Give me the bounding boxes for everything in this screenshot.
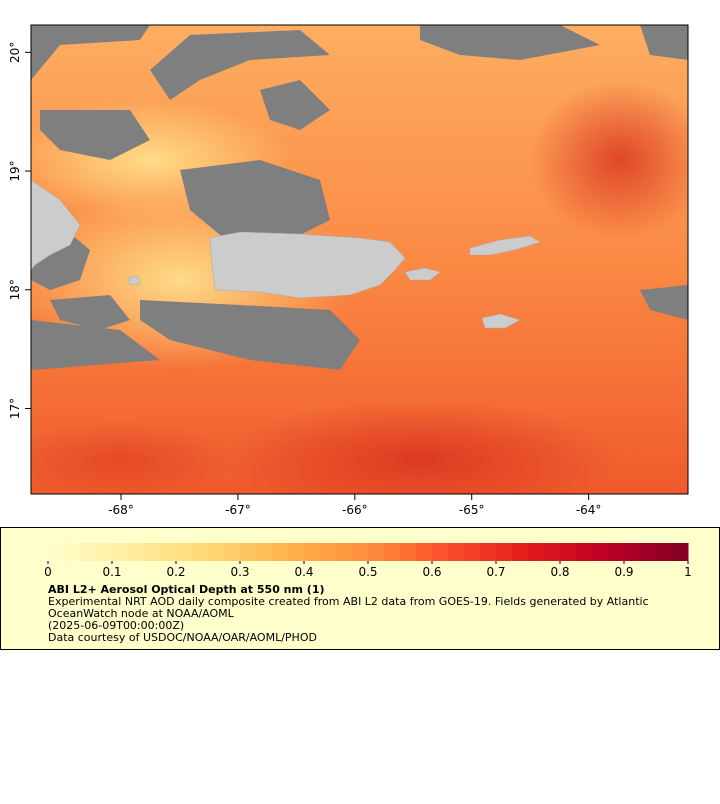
colorbar-step <box>640 543 657 561</box>
colorbar-tick-label: 0.1 <box>102 565 121 579</box>
x-tick-label: -68° <box>108 503 134 517</box>
colorbar-step <box>352 543 369 561</box>
colorbar-step <box>176 543 193 561</box>
y-tick-label: 19° <box>8 160 22 181</box>
colorbar-step <box>560 543 577 561</box>
colorbar-step <box>544 543 561 561</box>
colorbar-step <box>592 543 609 561</box>
y-tick-label: 20° <box>8 42 22 63</box>
legend-line: OceanWatch node at NOAA/AOML <box>48 607 235 620</box>
colorbar-step <box>272 543 289 561</box>
colorbar-step <box>576 543 593 561</box>
x-tick-label: -65° <box>459 503 485 517</box>
no-data-cloud <box>31 25 688 370</box>
colorbar-step <box>192 543 209 561</box>
colorbar-step <box>432 543 449 561</box>
colorbar-step <box>256 543 273 561</box>
colorbar-step <box>336 543 353 561</box>
colorbar-step <box>624 543 641 561</box>
colorbar-tick-label: 0.6 <box>422 565 441 579</box>
colorbar-step <box>448 543 465 561</box>
y-tick-label: 18° <box>8 279 22 300</box>
colorbar-step <box>304 543 321 561</box>
colorbar-tick-label: 0.8 <box>550 565 569 579</box>
legend-line: Experimental NRT AOD daily composite cre… <box>48 595 649 608</box>
x-tick-label: -64° <box>576 503 602 517</box>
colorbar-step <box>368 543 385 561</box>
colorbar-tick-label: 0 <box>44 565 52 579</box>
colorbar-step <box>512 543 529 561</box>
colorbar-tick-label: 0.7 <box>486 565 505 579</box>
colorbar-tick-label: 0.4 <box>294 565 313 579</box>
colorbar-step <box>400 543 417 561</box>
colorbar-step <box>240 543 257 561</box>
colorbar-step <box>496 543 513 561</box>
colorbar-step <box>608 543 625 561</box>
colorbar-step <box>128 543 145 561</box>
colorbar-step <box>112 543 129 561</box>
colorbar-step <box>208 543 225 561</box>
colorbar-tick-label: 0.2 <box>166 565 185 579</box>
colorbar-tick-label: 1 <box>684 565 692 579</box>
x-tick-label: -67° <box>225 503 251 517</box>
colorbar-step <box>224 543 241 561</box>
colorbar-step <box>384 543 401 561</box>
colorbar-step <box>288 543 305 561</box>
land <box>31 179 541 329</box>
colorbar-step <box>144 543 161 561</box>
colorbar-step <box>48 543 65 561</box>
colorbar-step <box>80 543 97 561</box>
colorbar-step <box>464 543 481 561</box>
aod-field <box>31 25 688 494</box>
colorbar-tick-label: 0.3 <box>230 565 249 579</box>
colorbar-tick-label: 0.5 <box>358 565 377 579</box>
colorbar-tick-label: 0.9 <box>614 565 633 579</box>
colorbar-step <box>64 543 81 561</box>
legend-title: ABI L2+ Aerosol Optical Depth at 550 nm … <box>48 583 325 596</box>
colorbar-step <box>656 543 673 561</box>
map-frame <box>30 24 689 495</box>
colorbar-step <box>528 543 545 561</box>
x-tick-label: -66° <box>342 503 368 517</box>
colorbar-step <box>160 543 177 561</box>
colorbar-step <box>416 543 433 561</box>
colorbar-step <box>480 543 497 561</box>
colorbar-step <box>96 543 113 561</box>
legend-line: Data courtesy of USDOC/NOAA/OAR/AOML/PHO… <box>48 631 317 644</box>
y-tick-label: 17° <box>8 398 22 419</box>
colorbar-step <box>320 543 337 561</box>
legend-line: (2025-06-09T00:00:00Z) <box>48 619 184 632</box>
colorbar-step <box>672 543 689 561</box>
